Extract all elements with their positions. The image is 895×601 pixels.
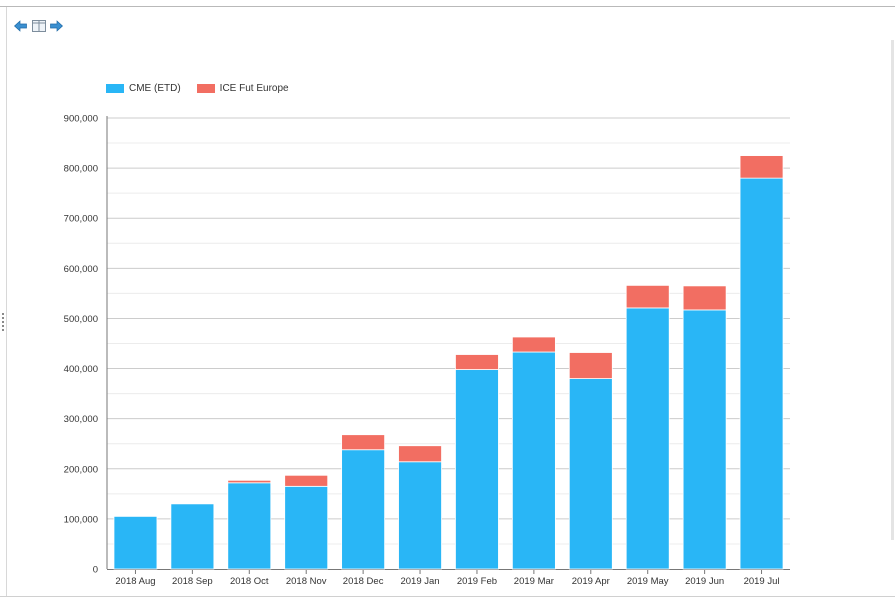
y-tick-label: 800,000	[64, 164, 98, 175]
bar-cme	[739, 177, 784, 570]
x-tick-label: 2019 May	[627, 576, 669, 587]
y-tick-label: 300,000	[64, 414, 98, 425]
bar-cme	[455, 369, 499, 570]
legend-item-cme[interactable]: CME (ETD)	[106, 83, 181, 94]
bar-ice	[568, 352, 613, 379]
legend-label-cme: CME (ETD)	[129, 83, 181, 94]
chart-toolbar	[13, 18, 64, 34]
bar-cme	[568, 378, 613, 570]
x-tick-label: 2019 Mar	[514, 576, 554, 587]
bar-cme	[341, 449, 386, 570]
bar-ice	[625, 284, 670, 309]
split-view-icon[interactable]	[31, 18, 46, 33]
bar-ice	[511, 336, 556, 353]
bar-ice	[398, 445, 442, 463]
x-tick-label: 2018 Aug	[115, 576, 155, 587]
bar-cme	[682, 309, 727, 570]
bar-ice	[739, 155, 784, 179]
y-tick-label: 900,000	[64, 114, 98, 125]
x-tick-label: 2018 Dec	[343, 576, 384, 587]
x-tick-label: 2019 Jun	[685, 576, 724, 587]
bar-ice	[682, 285, 727, 311]
x-tick-label: 2019 Apr	[572, 576, 610, 587]
bar-ice	[284, 474, 329, 487]
y-tick-label: 400,000	[64, 364, 98, 375]
bar-cme	[511, 351, 556, 570]
x-tick-label: 2019 Feb	[457, 576, 497, 587]
y-tick-label: 0	[93, 565, 98, 576]
legend-item-ice[interactable]: ICE Fut Europe	[196, 83, 289, 94]
legend-swatch-cme	[106, 84, 124, 93]
arrow-left-icon[interactable]	[13, 18, 28, 33]
frame-left-border	[6, 7, 7, 597]
bar-cme	[227, 482, 272, 570]
panel-resize-handle[interactable]	[2, 313, 4, 331]
y-tick-label: 100,000	[64, 514, 98, 525]
x-tick-label: 2019 Jul	[744, 576, 780, 587]
x-tick-label: 2018 Nov	[286, 576, 327, 587]
y-tick-label: 600,000	[64, 264, 98, 275]
bar-ice	[227, 479, 272, 484]
y-tick-label: 500,000	[64, 314, 98, 325]
x-tick-label: 2018 Oct	[230, 576, 269, 587]
y-tick-label: 200,000	[64, 464, 98, 475]
bar-cme	[170, 503, 215, 570]
frame-top-border	[0, 6, 895, 7]
x-tick-label: 2018 Sep	[172, 576, 213, 587]
vertical-scrollbar[interactable]	[891, 40, 894, 540]
x-tick-label: 2019 Jan	[400, 576, 439, 587]
y-tick-label: 700,000	[64, 214, 98, 225]
bar-ice	[341, 434, 386, 451]
bar-cme	[284, 485, 329, 570]
bar-ice	[455, 354, 499, 370]
legend-label-ice: ICE Fut Europe	[219, 83, 289, 94]
frame-bottom-border	[0, 596, 895, 597]
bar-cme	[113, 515, 158, 570]
chart-legend: CME (ETD) ICE Fut Europe	[106, 83, 289, 94]
bar-cme	[398, 461, 442, 570]
arrow-right-icon[interactable]	[49, 18, 64, 33]
legend-swatch-ice	[196, 84, 215, 93]
bar-cme	[625, 307, 670, 570]
